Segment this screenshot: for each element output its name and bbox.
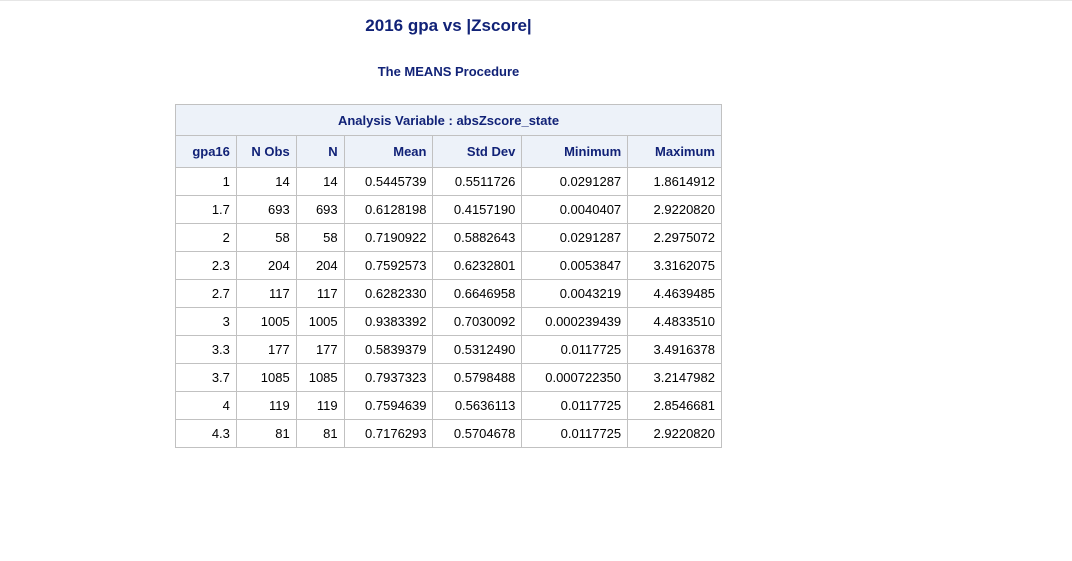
- table-cell: 0.000239439: [521, 307, 629, 336]
- header-mean: Mean: [343, 135, 434, 168]
- table-cell: 2.3: [175, 251, 237, 280]
- table-cell: 0.5704678: [432, 419, 523, 448]
- header-n: N: [295, 135, 345, 168]
- table-cell: 0.5798488: [432, 363, 523, 392]
- table-cell: 4.4833510: [627, 307, 722, 336]
- table-cell: 0.5312490: [432, 335, 523, 364]
- table-cell: 3.2147982: [627, 363, 722, 392]
- table-cell: 3.3162075: [627, 251, 722, 280]
- table-cell: 0.5511726: [432, 167, 523, 196]
- table-cell: 1: [175, 167, 237, 196]
- table-cell: 0.0043219: [521, 279, 629, 308]
- table-cell: 177: [295, 335, 345, 364]
- header-n-obs: N Obs: [235, 135, 297, 168]
- table-cell: 0.7190922: [343, 223, 434, 252]
- table-cell: 117: [295, 279, 345, 308]
- table-cell: 1.7: [175, 195, 237, 224]
- table-row: 1 14 14 0.5445739 0.5511726 0.0291287 1.861491…: [175, 167, 722, 196]
- table-cell: 0.0117725: [521, 391, 629, 420]
- table-caption-row: Analysis Variable : absZscore_state: [175, 104, 722, 136]
- table-cell: 58: [235, 223, 297, 252]
- table-cell: 177: [235, 335, 297, 364]
- table-row: 1.7 693 693 0.6128198 0.4157190 0.0040407 2.92…: [175, 195, 722, 224]
- table-cell: 1085: [295, 363, 345, 392]
- table-cell: 81: [235, 419, 297, 448]
- table-row: 4.3 81 81 0.7176293 0.5704678 0.0117725 2.9220…: [175, 419, 722, 448]
- header-std-dev: Std Dev: [432, 135, 523, 168]
- table-cell: 3.4916378: [627, 335, 722, 364]
- table-row: 2.7 117 117 0.6282330 0.6646958 0.0043219 4.46…: [175, 279, 722, 308]
- table-body: 1 14 14 0.5445739 0.5511726 0.0291287 1.861491…: [175, 167, 722, 448]
- table-cell: 0.6128198: [343, 195, 434, 224]
- table-row: 2 58 58 0.7190922 0.5882643 0.0291287 2.297507…: [175, 223, 722, 252]
- table-cell: 117: [235, 279, 297, 308]
- table-cell: 0.0040407: [521, 195, 629, 224]
- table-cell: 0.9383392: [343, 307, 434, 336]
- top-divider: [0, 0, 1072, 1]
- table-cell: 0.7176293: [343, 419, 434, 448]
- table-cell: 0.0117725: [521, 335, 629, 364]
- table-cell: 1085: [235, 363, 297, 392]
- table-cell: 0.5882643: [432, 223, 523, 252]
- table-cell: 0.6646958: [432, 279, 523, 308]
- table-cell: 0.0291287: [521, 223, 629, 252]
- table-cell: 3.3: [175, 335, 237, 364]
- table-cell: 81: [295, 419, 345, 448]
- table-caption: Analysis Variable : absZscore_state: [175, 104, 722, 136]
- table-cell: 14: [235, 167, 297, 196]
- table-cell: 2.9220820: [627, 195, 722, 224]
- table-cell: 0.7937323: [343, 363, 434, 392]
- table-cell: 14: [295, 167, 345, 196]
- table-cell: 4.4639485: [627, 279, 722, 308]
- table-cell: 2.2975072: [627, 223, 722, 252]
- table-row: 3.7 1085 1085 0.7937323 0.5798488 0.000722350…: [175, 363, 722, 392]
- table-cell: 0.7592573: [343, 251, 434, 280]
- header-gpa16: gpa16: [175, 135, 237, 168]
- table-cell: 0.4157190: [432, 195, 523, 224]
- table-cell: 0.6282330: [343, 279, 434, 308]
- table-cell: 0.0117725: [521, 419, 629, 448]
- header-maximum: Maximum: [627, 135, 722, 168]
- table-cell: 4.3: [175, 419, 237, 448]
- table-header-row: gpa16 N Obs N Mean Std Dev Minimum Maxim…: [175, 135, 722, 168]
- table-cell: 3.7: [175, 363, 237, 392]
- table-cell: 204: [235, 251, 297, 280]
- table-cell: 1.8614912: [627, 167, 722, 196]
- procedure-subtitle: The MEANS Procedure: [377, 64, 520, 79]
- table-cell: 0.0053847: [521, 251, 629, 280]
- table-cell: 58: [295, 223, 345, 252]
- table-cell: 2.8546681: [627, 391, 722, 420]
- table-cell: 2.9220820: [627, 419, 722, 448]
- table-row: 4 119 119 0.7594639 0.5636113 0.0117725 2.8546…: [175, 391, 722, 420]
- table-cell: 0.5839379: [343, 335, 434, 364]
- page-title: 2016 gpa vs |Zscore|: [365, 16, 532, 35]
- table-cell: 693: [295, 195, 345, 224]
- table-cell: 0.5636113: [432, 391, 523, 420]
- table-row: 3 1005 1005 0.9383392 0.7030092 0.000239439 4.…: [175, 307, 722, 336]
- table-cell: 0.7030092: [432, 307, 523, 336]
- table-cell: 4: [175, 391, 237, 420]
- table-cell: 0.000722350: [521, 363, 629, 392]
- table-cell: 0.6232801: [432, 251, 523, 280]
- table-cell: 0.5445739: [343, 167, 434, 196]
- table-cell: 3: [175, 307, 237, 336]
- table-row: 2.3 204 204 0.7592573 0.6232801 0.0053847 3.31…: [175, 251, 722, 280]
- table-cell: 2: [175, 223, 237, 252]
- table-cell: 1005: [295, 307, 345, 336]
- table-cell: 119: [235, 391, 297, 420]
- table-cell: 0.0291287: [521, 167, 629, 196]
- table-row: 3.3 177 177 0.5839379 0.5312490 0.0117725 3.49…: [175, 335, 722, 364]
- table-cell: 1005: [235, 307, 297, 336]
- table-cell: 119: [295, 391, 345, 420]
- table-cell: 204: [295, 251, 345, 280]
- table-cell: 2.7: [175, 279, 237, 308]
- table-cell: 0.7594639: [343, 391, 434, 420]
- table-cell: 693: [235, 195, 297, 224]
- header-minimum: Minimum: [521, 135, 629, 168]
- means-table: Analysis Variable : absZscore_state gpa1…: [175, 104, 722, 448]
